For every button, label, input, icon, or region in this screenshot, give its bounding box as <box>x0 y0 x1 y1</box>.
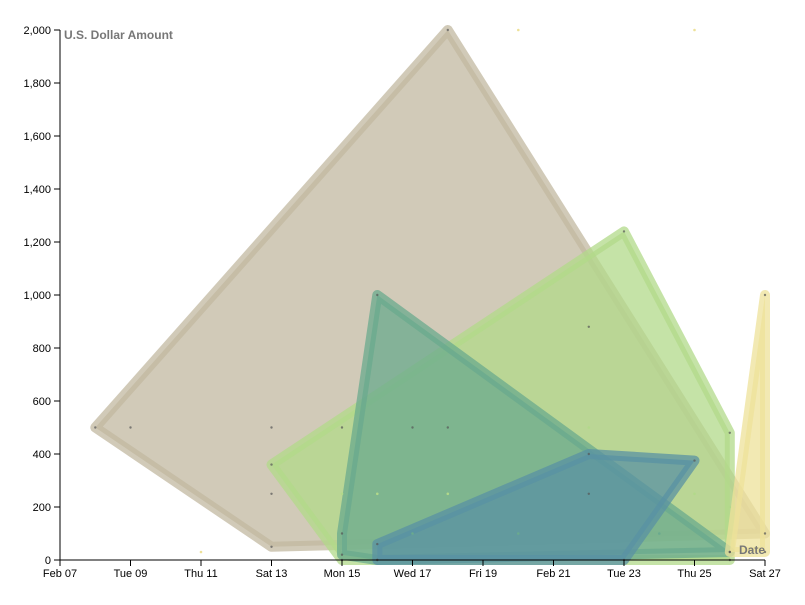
data-point <box>340 492 344 496</box>
x-tick-label: Tue 09 <box>114 568 148 580</box>
data-point <box>411 426 414 429</box>
y-tick-label: 800 <box>33 343 51 355</box>
x-ticks: Feb 07 Tue 09 Thu 11 Sat 13 Mon 15 Wed 17 Fri … <box>43 560 781 580</box>
data-point <box>587 492 590 495</box>
x-tick-label: Sat 13 <box>256 568 288 580</box>
y-tick-label: 1,400 <box>23 184 51 196</box>
x-tick-label: Feb 07 <box>43 568 77 580</box>
data-point <box>763 550 767 554</box>
data-point <box>340 532 344 535</box>
x-tick-label: Wed 17 <box>394 568 432 580</box>
data-point <box>199 550 203 554</box>
x-tick-label: Feb 21 <box>536 568 570 580</box>
y-tick-label: 0 <box>45 555 51 567</box>
x-tick-label: Fri 19 <box>469 568 497 580</box>
data-point <box>658 532 661 535</box>
data-point <box>446 492 450 496</box>
data-point <box>693 459 696 462</box>
data-point <box>728 431 731 434</box>
x-tick-label: Thu 25 <box>677 568 711 580</box>
x-tick-label: Thu 11 <box>184 568 217 580</box>
data-point <box>693 28 696 32</box>
data-point <box>129 426 132 429</box>
point-layer <box>94 28 767 562</box>
data-point <box>376 542 379 546</box>
data-point <box>411 532 414 535</box>
y-tick-label: 600 <box>33 396 51 408</box>
y-ticks: 0 200 400 600 800 1,000 1,200 1,400 1,600 1,800 2,… <box>23 25 60 567</box>
y-tick-label: 1,000 <box>23 290 51 302</box>
data-point <box>446 28 449 32</box>
x-axis-title: Date <box>739 543 765 557</box>
data-point <box>376 492 379 496</box>
data-point <box>94 426 97 429</box>
y-tick-label: 1,800 <box>23 78 51 90</box>
data-point <box>622 230 626 233</box>
cluster-hull-5 <box>724 290 770 557</box>
y-tick-label: 400 <box>33 449 51 461</box>
data-point <box>270 426 273 429</box>
y-axis-title: U.S. Dollar Amount <box>64 28 173 42</box>
data-point <box>340 553 344 556</box>
y-tick-label: 200 <box>33 502 51 514</box>
data-point <box>587 325 590 328</box>
data-point <box>587 426 591 429</box>
data-point <box>270 492 273 495</box>
data-point <box>270 545 273 548</box>
data-point <box>728 550 731 554</box>
x-tick-label: Mon 15 <box>324 568 361 580</box>
x-tick-label: Sat 27 <box>749 568 781 580</box>
data-point <box>340 426 344 429</box>
hull-layer <box>90 25 770 565</box>
data-point <box>693 492 696 496</box>
data-point <box>517 28 520 32</box>
data-point <box>728 505 732 509</box>
y-tick-label: 1,200 <box>23 237 51 249</box>
y-tick-label: 2,000 <box>23 25 51 37</box>
x-tick-label: Tue 23 <box>607 568 641 580</box>
y-tick-label: 1,600 <box>23 131 51 143</box>
data-point <box>587 452 590 456</box>
axis-layer: Feb 07 Tue 09 Thu 11 Sat 13 Mon 15 Wed 17 Fri … <box>23 25 780 580</box>
data-point <box>270 463 273 466</box>
data-point <box>446 426 449 429</box>
data-point <box>376 293 379 297</box>
data-point <box>763 293 767 297</box>
data-point <box>763 532 767 535</box>
data-point <box>517 532 520 535</box>
cluster-hull-4 <box>372 449 700 565</box>
